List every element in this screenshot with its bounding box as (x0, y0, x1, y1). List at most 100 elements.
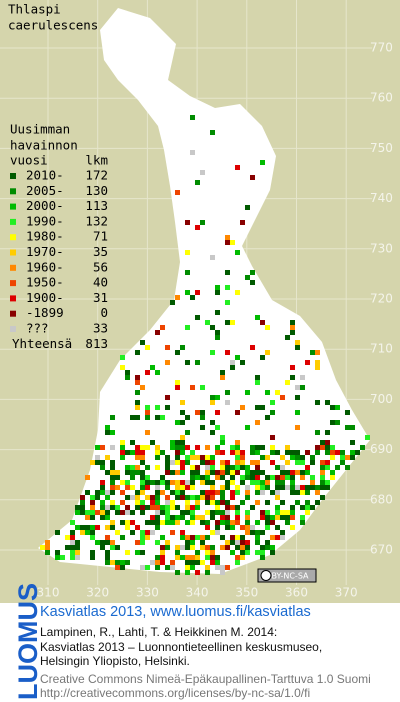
occurrence-square (300, 520, 305, 525)
occurrence-square (180, 515, 185, 520)
occurrence-square (225, 270, 230, 275)
occurrence-square (280, 455, 285, 460)
occurrence-square (250, 450, 255, 455)
occurrence-square (85, 475, 90, 480)
occurrence-square (195, 360, 200, 365)
occurrence-square (350, 425, 355, 430)
occurrence-square (210, 560, 215, 565)
occurrence-square (105, 510, 110, 515)
occurrence-square (210, 470, 215, 475)
occurrence-square (135, 380, 140, 385)
occurrence-square (195, 560, 200, 565)
occurrence-square (280, 500, 285, 505)
occurrence-square (105, 540, 110, 545)
occurrence-square (240, 220, 245, 225)
occurrence-square (335, 465, 340, 470)
occurrence-square (180, 555, 185, 560)
occurrence-square (190, 555, 195, 560)
occurrence-square (335, 420, 340, 425)
occurrence-square (80, 495, 85, 500)
occurrence-square (345, 455, 350, 460)
occurrence-square (275, 390, 280, 395)
occurrence-square (190, 495, 195, 500)
occurrence-square (230, 540, 235, 545)
occurrence-square (165, 345, 170, 350)
occurrence-square (295, 395, 300, 400)
occurrence-square (300, 515, 305, 520)
occurrence-square (170, 505, 175, 510)
occurrence-square (245, 495, 250, 500)
occurrence-square (130, 470, 135, 475)
occurrence-square (125, 520, 130, 525)
occurrence-square (175, 485, 180, 490)
legend-count: 130 (85, 183, 108, 198)
occurrence-square (250, 475, 255, 480)
occurrence-square (210, 430, 215, 435)
occurrence-square (325, 460, 330, 465)
occurrence-square (170, 470, 175, 475)
occurrence-square (295, 455, 300, 460)
occurrence-square (260, 550, 265, 555)
occurrence-square (320, 475, 325, 480)
occurrence-square (135, 445, 140, 450)
occurrence-square (170, 300, 175, 305)
occurrence-square (275, 465, 280, 470)
occurrence-square (215, 525, 220, 530)
occurrence-square (100, 490, 105, 495)
occurrence-square (190, 540, 195, 545)
occurrence-square (160, 415, 165, 420)
occurrence-square (260, 355, 265, 360)
occurrence-square (145, 520, 150, 525)
occurrence-square (115, 565, 120, 570)
occurrence-square (255, 500, 260, 505)
occurrence-square (230, 465, 235, 470)
country-outline (38, 8, 370, 574)
occurrence-square (105, 470, 110, 475)
occurrence-square (135, 490, 140, 495)
legend-label: 1950- (26, 275, 64, 290)
occurrence-square (165, 545, 170, 550)
occurrence-square (315, 490, 320, 495)
occurrence-square (195, 475, 200, 480)
occurrence-square (210, 530, 215, 535)
occurrence-square (295, 500, 300, 505)
occurrence-square (255, 485, 260, 490)
occurrence-square (295, 340, 300, 345)
occurrence-square (100, 510, 105, 515)
occurrence-square (285, 520, 290, 525)
occurrence-square (215, 425, 220, 430)
occurrence-square (205, 535, 210, 540)
occurrence-square (245, 465, 250, 470)
occurrence-square (225, 465, 230, 470)
occurrence-square (225, 235, 230, 240)
occurrence-square (45, 540, 50, 545)
occurrence-square (180, 345, 185, 350)
occurrence-square (140, 470, 145, 475)
occurrence-square (320, 485, 325, 490)
occurrence-square (210, 350, 215, 355)
occurrence-square (120, 535, 125, 540)
occurrence-square (340, 450, 345, 455)
occurrence-square (230, 520, 235, 525)
occurrence-square (265, 455, 270, 460)
occurrence-square (125, 465, 130, 470)
legend-count: 71 (93, 229, 108, 244)
occurrence-square (110, 415, 115, 420)
occurrence-square (195, 515, 200, 520)
occurrence-square (135, 505, 140, 510)
occurrence-square (240, 475, 245, 480)
occurrence-square (165, 460, 170, 465)
atlas-link[interactable]: Kasviatlas 2013, www.luomus.fi/kasviatla… (40, 604, 311, 620)
occurrence-square (130, 440, 135, 445)
occurrence-square (235, 455, 240, 460)
occurrence-square (285, 335, 290, 340)
occurrence-square (215, 410, 220, 415)
occurrence-square (180, 420, 185, 425)
occurrence-square (120, 560, 125, 565)
occurrence-square (215, 330, 220, 335)
occurrence-square (90, 500, 95, 505)
occurrence-square (45, 545, 50, 550)
occurrence-square (170, 480, 175, 485)
occurrence-square (310, 480, 315, 485)
occurrence-square (180, 465, 185, 470)
